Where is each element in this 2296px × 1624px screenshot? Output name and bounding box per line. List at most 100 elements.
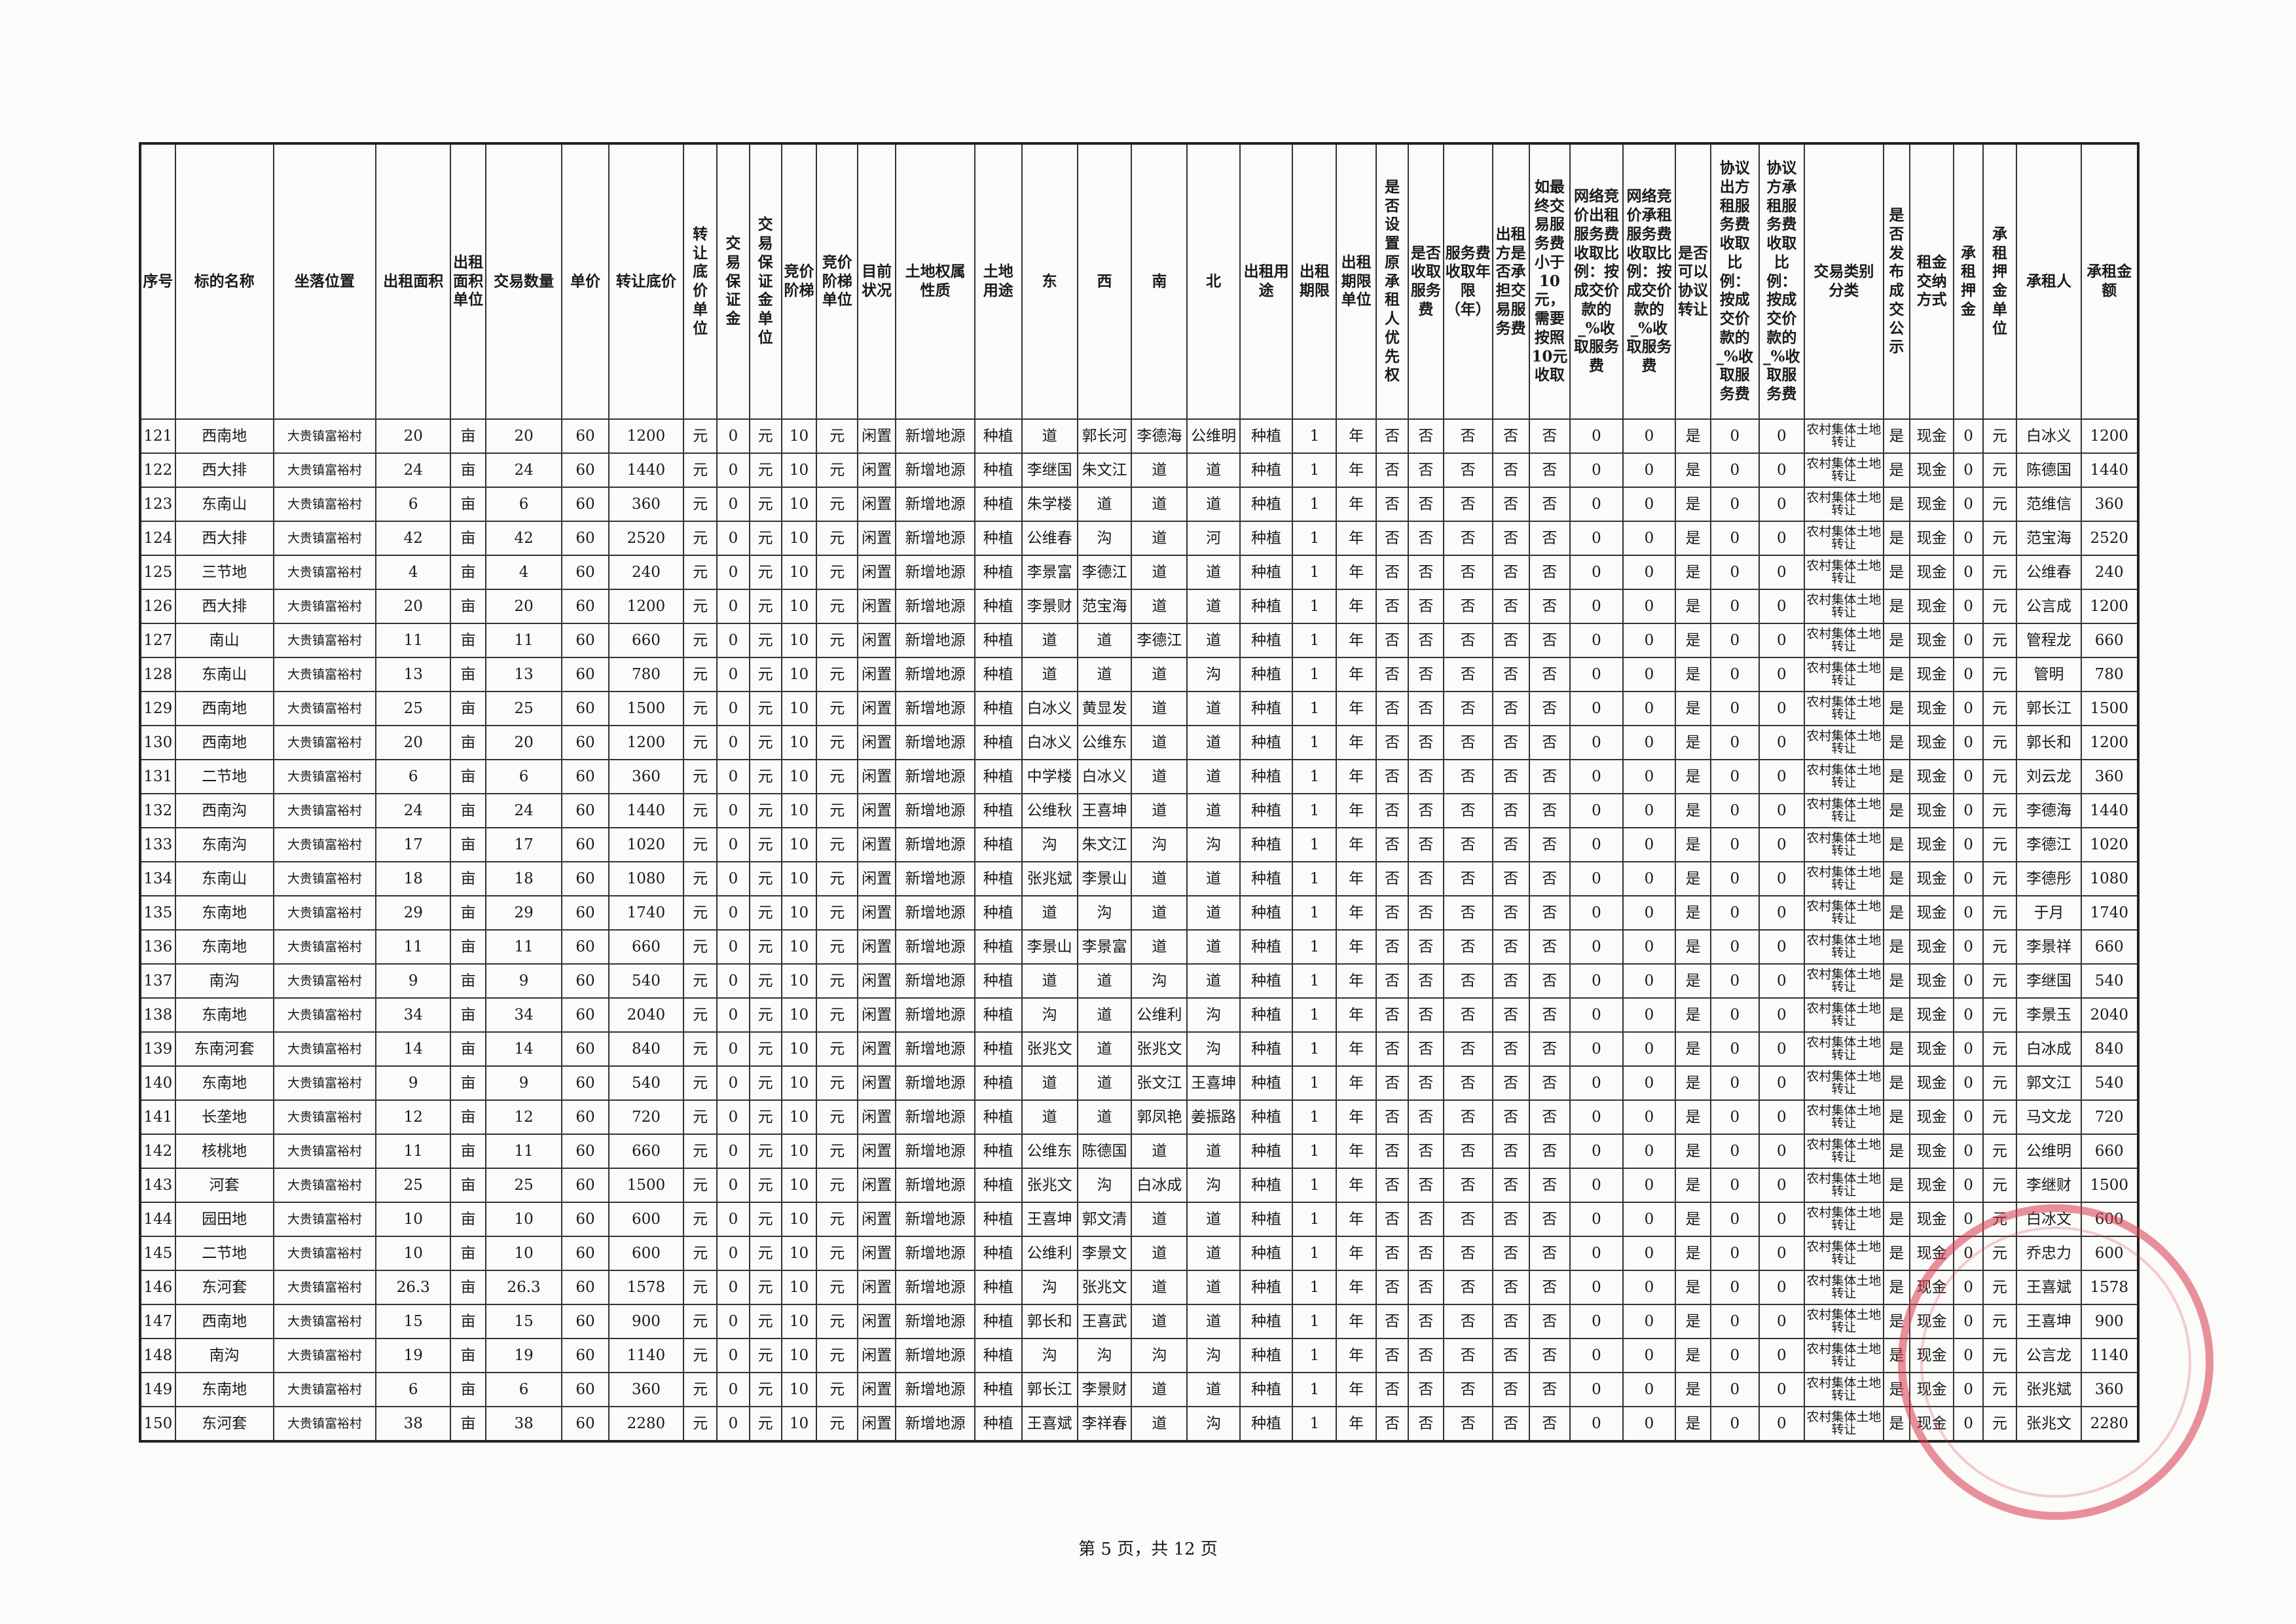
table-cell: 0 <box>1758 521 1805 556</box>
table-cell: 24 <box>484 793 563 828</box>
table-row: 131 二节地 大贵镇富裕村 6 亩 6 60 360 元 0 元 10 元闲置 新增地源 种植 中学楼 白冰义… <box>139 759 2139 794</box>
table-cell: 137 <box>139 963 176 999</box>
table-row: 144 园田地 大贵镇富裕村 10 亩 10 60 600 元 0 元 10 元闲置 新增地源 种植 王喜坤郭… <box>139 1202 2139 1237</box>
table-cell: 年 <box>1336 1338 1377 1373</box>
table-cell: 园田地 <box>174 1202 274 1237</box>
table-cell: 大贵镇富裕村 <box>272 759 377 794</box>
table-cell: 150 <box>139 1406 176 1442</box>
table-cell: 元 <box>682 827 718 862</box>
table-cell: 0 <box>716 1406 750 1442</box>
table-cell: 60 <box>561 895 610 931</box>
table-cell: 元 <box>1982 1065 2018 1101</box>
table-cell: 元 <box>682 418 718 454</box>
table-cell: 42 <box>484 521 563 556</box>
table-cell: 否 <box>1491 1031 1530 1067</box>
table-cell: 0 <box>1709 555 1760 590</box>
table-cell: 1440 <box>2080 452 2139 488</box>
table-cell: 否 <box>1375 623 1410 658</box>
table-cell: 240 <box>2080 555 2139 590</box>
table-cell: 0 <box>1622 1065 1677 1101</box>
table-cell: 1 <box>1292 1031 1338 1067</box>
table-cell: 种植 <box>1239 1338 1294 1373</box>
table-cell: 种植 <box>974 657 1023 692</box>
table-cell: 年 <box>1336 861 1377 896</box>
table-cell: 农村集体土地转让 <box>1803 725 1884 760</box>
table-cell: 否 <box>1528 623 1571 658</box>
table-cell: 范维信 <box>2016 487 2082 522</box>
column-header: 单价 <box>561 143 610 420</box>
table-cell: 年 <box>1336 452 1377 488</box>
table-cell: 否 <box>1442 1236 1493 1271</box>
table-cell: 闲置 <box>856 1270 897 1305</box>
table-cell: 年 <box>1336 1304 1377 1339</box>
table-cell: 否 <box>1491 793 1530 828</box>
land-lease-table: 序号 标的名称 坐落位置 出租面积 出租面积单位 交易数量 单价 转让底价 转让底价单位 交易保证… <box>139 142 2140 1443</box>
table-cell: 闲置 <box>856 725 897 760</box>
table-cell: 10 <box>780 657 818 692</box>
table-cell: 0 <box>1622 1099 1677 1135</box>
table-cell: 种植 <box>974 1270 1023 1305</box>
table-cell: 1140 <box>2080 1338 2139 1373</box>
table-cell: 否 <box>1528 997 1571 1033</box>
table-cell: 种植 <box>974 929 1023 965</box>
column-header: 出租期限 <box>1292 143 1338 420</box>
table-cell: 0 <box>1758 1338 1805 1373</box>
table-cell: 农村集体土地转让 <box>1803 1031 1884 1067</box>
table-cell: 0 <box>716 1202 750 1237</box>
table-cell: 126 <box>139 589 176 624</box>
table-cell: 0 <box>1569 589 1624 624</box>
table-cell: 10 <box>780 963 818 999</box>
table-cell: 0 <box>1709 487 1760 522</box>
table-cell: 否 <box>1442 1134 1493 1169</box>
table-cell: 张兆文 <box>1021 1031 1078 1067</box>
table-cell: 9 <box>375 1065 452 1101</box>
table-cell: 年 <box>1336 1134 1377 1169</box>
table-cell: 白冰成 <box>2016 1031 2082 1067</box>
table-cell: 26.3 <box>484 1270 563 1305</box>
table-cell: 年 <box>1336 418 1377 454</box>
table-cell: 种植 <box>1239 1168 1294 1203</box>
table-cell: 否 <box>1528 589 1571 624</box>
table-cell: 60 <box>561 521 610 556</box>
table-cell: 1080 <box>608 861 684 896</box>
table-cell: 道 <box>1131 1134 1188 1169</box>
table-cell: 新增地源 <box>895 1168 975 1203</box>
table-cell: 元 <box>682 487 718 522</box>
table-cell: 大贵镇富裕村 <box>272 487 377 522</box>
table-cell: 元 <box>816 1338 858 1373</box>
table-cell: 是 <box>1882 1031 1911 1067</box>
column-header: 交易保证金单位 <box>748 143 782 420</box>
table-cell: 0 <box>1953 1065 1984 1101</box>
table-cell: 沟 <box>1076 521 1133 556</box>
table-cell: 是 <box>1675 521 1711 556</box>
table-cell: 元 <box>1982 963 2018 999</box>
table-cell: 元 <box>1982 759 2018 794</box>
table-cell: 0 <box>1758 589 1805 624</box>
table-cell: 否 <box>1375 963 1410 999</box>
table-cell: 否 <box>1408 521 1444 556</box>
table-cell: 否 <box>1408 1304 1444 1339</box>
table-cell: 0 <box>716 555 750 590</box>
table-cell: 10 <box>780 861 818 896</box>
table-cell: 720 <box>608 1099 684 1135</box>
table-cell: 闲置 <box>856 1168 897 1203</box>
table-cell: 元 <box>748 657 782 692</box>
table-cell: 1 <box>1292 1236 1338 1271</box>
table-cell: 种植 <box>1239 861 1294 896</box>
table-cell: 年 <box>1336 827 1377 862</box>
table-cell: 24 <box>375 452 452 488</box>
table-cell: 道 <box>1131 1236 1188 1271</box>
table-cell: 0 <box>1709 963 1760 999</box>
table-row: 137 南沟 大贵镇富裕村 9 亩 9 60 540 元 0 元 10 元闲置 新增地源 种植道道沟道种植 1… <box>139 963 2139 999</box>
table-cell: 元 <box>1982 895 2018 931</box>
table-cell: 是 <box>1675 759 1711 794</box>
table-cell: 新增地源 <box>895 759 975 794</box>
table-cell: 25 <box>484 1168 563 1203</box>
table-cell: 现金 <box>1909 1065 1955 1101</box>
table-cell: 元 <box>682 929 718 965</box>
table-cell: 60 <box>561 1304 610 1339</box>
table-cell: 0 <box>716 1099 750 1135</box>
table-cell: 现金 <box>1909 1099 1955 1135</box>
table-cell: 道 <box>1076 1065 1133 1101</box>
table-cell: 白冰义 <box>1021 725 1078 760</box>
